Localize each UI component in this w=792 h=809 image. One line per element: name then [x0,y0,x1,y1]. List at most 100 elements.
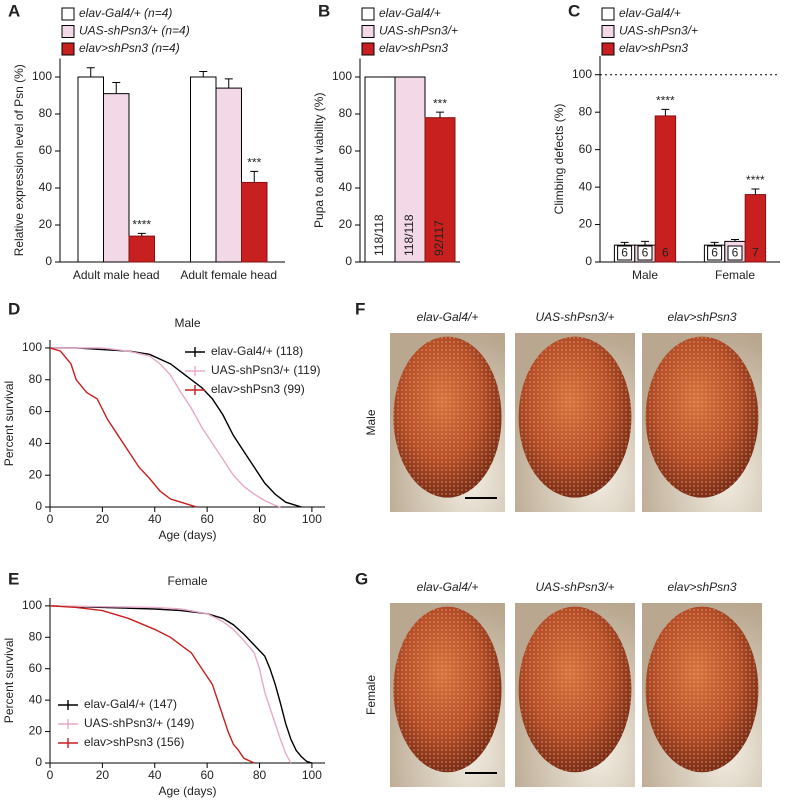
error-bar [137,232,146,237]
y-tick-label: 80 [579,104,593,118]
y-tick-label: 0 [35,499,42,513]
n-label: 118/118 [402,214,416,256]
error-bar [731,239,739,242]
y-tick-label: 0 [585,254,592,268]
bar [394,76,426,263]
legend-label: UAS-shPsn3/+ (149) [84,716,194,730]
error-bar [224,78,233,89]
x-tick-label: 80 [253,768,267,782]
error-bar [641,240,649,246]
y-tick-label: 60 [39,143,53,157]
y-tick-label: 80 [339,106,353,120]
chart-title: Female [167,574,207,588]
y-tick-label: 100 [22,598,42,612]
x-tick-label: Adult male head [73,268,160,282]
legend-swatch [601,42,615,56]
n-label: 6 [642,246,649,260]
y-tick-label: 20 [339,217,353,231]
n-label: 92/117 [432,220,446,256]
n-box [727,245,743,261]
survival-curve [49,347,197,508]
x-tick-label: 60 [200,768,214,782]
chart-title: Male [174,316,200,330]
n-box [707,245,723,261]
significance: *** [247,156,261,170]
x-tick-label: Adult female head [180,268,277,282]
y-tick-label: 80 [39,106,53,120]
legend-swatch [361,25,375,38]
eye-facets [645,606,759,773]
legend-line [58,719,78,729]
legend-label: elav>shPsn3 (n=4) [79,41,180,55]
legend-label: UAS-shPsn3/+ (n=4) [79,24,190,38]
x-tick-label: 20 [96,768,110,782]
error-bar [436,111,444,118]
x-tick-label: 60 [200,512,214,526]
y-tick-label: 40 [339,180,353,194]
error-bar [620,241,629,246]
x-axis-label: Age (days) [158,528,216,542]
n-label: 6 [711,246,718,260]
legend-swatch [601,7,615,21]
x-tick-label: 40 [148,768,162,782]
column-label: elav-Gal4/+ [417,580,479,594]
legend-swatch [61,42,75,56]
n-label: 6 [621,246,628,260]
legend-label: elav>shPsn3 (156) [84,735,184,749]
column-label: UAS-shPsn3/+ [535,310,614,324]
panel-letter: E [8,569,19,588]
legend-swatch [61,25,75,38]
legend-line [58,700,78,710]
legend-swatch [361,42,375,56]
panel-letter: F [355,299,365,318]
panel-letter: C [568,1,580,20]
eye-facets [393,606,502,773]
x-tick-label: Female [715,268,755,282]
bar [128,235,155,263]
error-bar [86,67,95,77]
n-box [637,245,653,261]
legend-label: elav-Gal4/+ [619,6,681,20]
x-tick-label: Male [632,268,658,282]
legend-line [185,347,205,357]
y-tick-label: 0 [345,254,352,268]
y-tick-label: 100 [22,340,42,354]
panel-letter: B [318,1,330,20]
legend-swatch [601,25,615,38]
x-tick-label: 100 [302,512,322,526]
x-tick-label: 20 [96,512,110,526]
y-tick-label: 80 [29,372,43,386]
row-label: Female [364,675,378,715]
panel-letter: D [8,299,20,318]
bar [241,181,268,263]
n-label: 6 [662,246,669,260]
survival-curve [49,605,255,764]
legend-label: UAS-shPsn3/+ [379,24,458,38]
x-tick-label: 40 [148,512,162,526]
error-bar [661,108,670,116]
column-label: UAS-shPsn3/+ [535,580,614,594]
n-label: 6 [732,246,739,260]
y-tick-label: 60 [29,661,43,675]
bar [215,87,242,263]
y-tick-label: 20 [579,217,593,231]
column-label: elav>shPsn3 [667,580,736,594]
legend-line [58,738,78,748]
eye-facets [518,336,632,498]
y-axis-label: Climbing defects (%) [552,104,566,215]
eye-facets [393,336,502,498]
legend-line [185,366,205,376]
y-axis-label: Relative expression level of Psn (%) [12,64,26,256]
error-bar [112,82,121,94]
y-tick-label: 100 [572,67,592,81]
x-tick-label: 0 [47,768,54,782]
legend-label: elav-Gal4/+ [379,6,441,20]
y-tick-label: 40 [29,692,43,706]
n-box [617,245,633,261]
row-label: Male [364,409,378,435]
legend-label: elav>shPsn3 (99) [211,382,305,396]
significance: **** [132,217,151,231]
error-bar [751,188,760,195]
survival-curve [49,605,313,764]
